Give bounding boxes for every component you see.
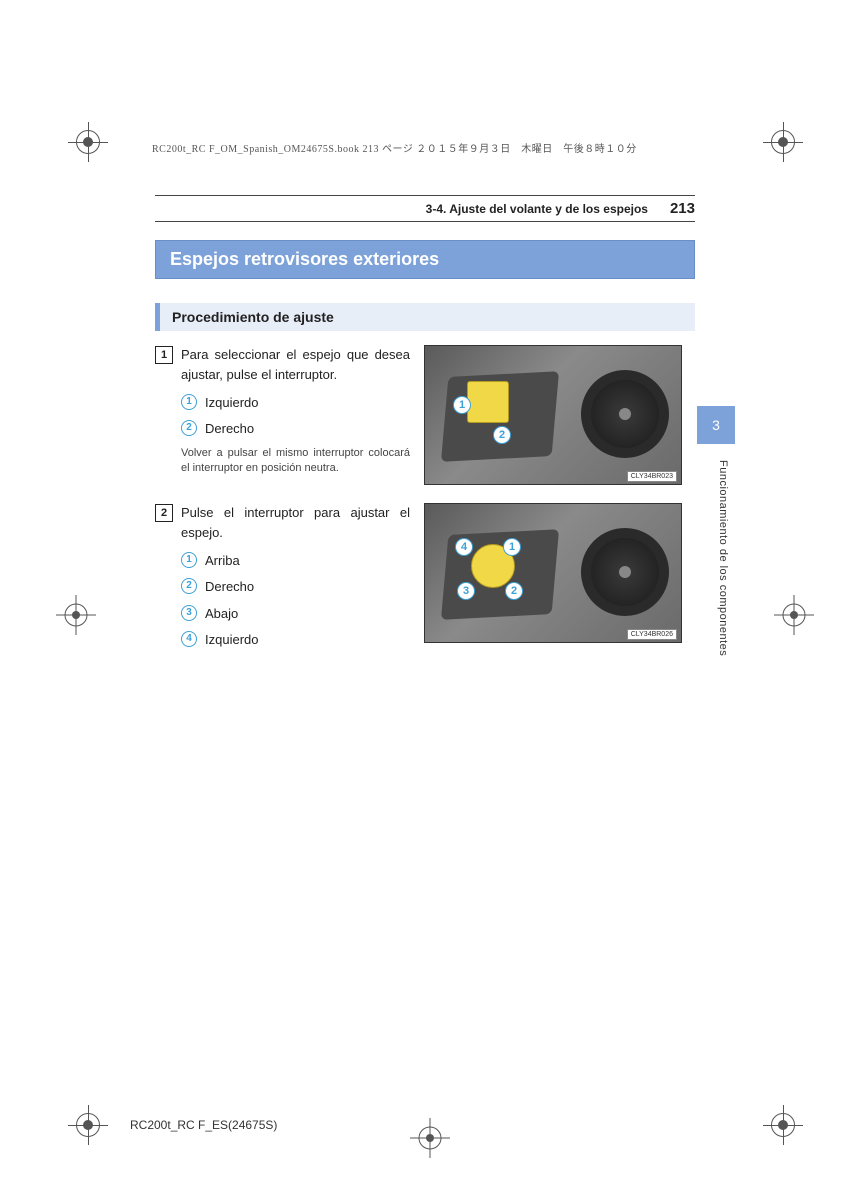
fig2-pointer-1: 1 — [503, 538, 521, 556]
step-2-item-3-label: Abajo — [205, 604, 238, 624]
step-2-item-4-num: 4 — [181, 631, 197, 647]
step-1-item-2-num: 2 — [181, 420, 197, 436]
step-1-item-1-label: Izquierdo — [205, 393, 258, 413]
step-2-text: Pulse el interruptor para ajustar el esp… — [181, 503, 410, 543]
step-1-text: Para seleccionar el espejo que desea aju… — [181, 345, 410, 385]
step-2-item-4-label: Izquierdo — [205, 630, 258, 650]
subheading: Procedimiento de ajuste — [155, 303, 695, 331]
section-bar: 3-4. Ajuste del volante y de los espejos… — [155, 195, 695, 222]
crop-mark-tr — [763, 122, 803, 162]
side-chapter-label: Funcionamiento de los componentes — [715, 460, 729, 656]
crop-mark-bl — [68, 1105, 108, 1145]
step-1-item-2-label: Derecho — [205, 419, 254, 439]
center-mark-left — [56, 595, 96, 635]
crop-mark-br — [763, 1105, 803, 1145]
step-2-item-3-num: 3 — [181, 605, 197, 621]
crop-mark-tl — [68, 122, 108, 162]
step-2-item-2-label: Derecho — [205, 577, 254, 597]
center-mark-right — [774, 595, 814, 635]
header-meta-text: RC200t_RC F_OM_Spanish_OM24675S.book 213… — [152, 140, 637, 155]
step-2-item-2-num: 2 — [181, 578, 197, 594]
page-number: 213 — [670, 200, 695, 217]
side-chapter-tab: 3 — [697, 406, 735, 444]
step-2: 2 Pulse el interruptor para ajustar el e… — [155, 503, 695, 656]
step-1-number: 1 — [155, 346, 173, 364]
step-2-item-1-label: Arriba — [205, 551, 240, 571]
step-2-number: 2 — [155, 504, 173, 522]
footer-code: RC200t_RC F_ES(24675S) — [130, 1118, 277, 1132]
step-1-note: Volver a pulsar el mismo interruptor col… — [155, 446, 410, 477]
step-1-item-1-num: 1 — [181, 394, 197, 410]
center-mark-bottom — [410, 1118, 450, 1158]
fig2-pointer-3: 3 — [457, 582, 475, 600]
step-1-figure: 1 2 CLY34BR023 — [424, 345, 682, 485]
fig2-pointer-4: 4 — [455, 538, 473, 556]
step-2-figure: 1 2 3 4 CLY34BR026 — [424, 503, 682, 643]
step-2-item-1-num: 1 — [181, 552, 197, 568]
step-1: 1 Para seleccionar el espejo que desea a… — [155, 345, 695, 485]
section-label: 3-4. Ajuste del volante y de los espejos — [426, 202, 648, 216]
fig1-pointer-1: 1 — [453, 396, 471, 414]
page-title: Espejos retrovisores exteriores — [155, 240, 695, 279]
fig2-pointer-2: 2 — [505, 582, 523, 600]
fig1-pointer-2: 2 — [493, 426, 511, 444]
fig1-code: CLY34BR023 — [627, 471, 677, 482]
fig2-code: CLY34BR026 — [627, 629, 677, 640]
